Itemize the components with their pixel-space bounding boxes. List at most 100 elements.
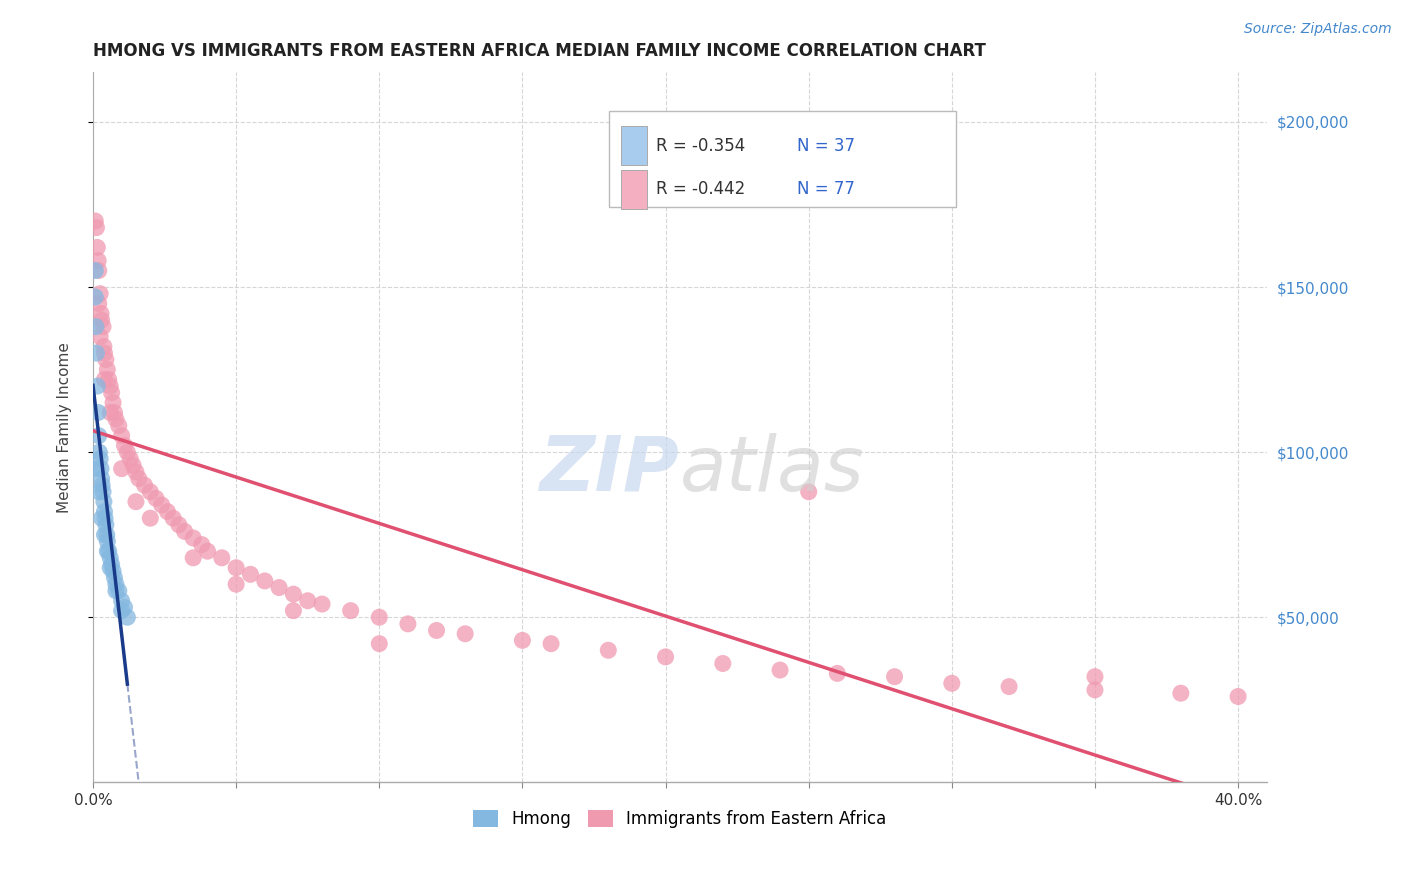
Point [125, 465, 148, 479]
Point [654, 649, 676, 664]
Point [114, 438, 136, 452]
Bar [621, 169, 647, 209]
Point [94, 352, 117, 367]
Point [253, 574, 276, 588]
Point [103, 571, 125, 585]
Point [827, 666, 849, 681]
Point [239, 567, 262, 582]
Point [797, 484, 820, 499]
Point [101, 395, 124, 409]
Point [90, 461, 112, 475]
Point [125, 494, 148, 508]
Point [368, 637, 391, 651]
Point [311, 597, 333, 611]
Point [100, 385, 122, 400]
Point [120, 451, 142, 466]
Point [90, 313, 112, 327]
Point [87, 484, 110, 499]
Point [181, 550, 204, 565]
Point [94, 511, 117, 525]
Point [598, 643, 620, 657]
Point [87, 428, 110, 442]
Point [1084, 682, 1107, 697]
Point [93, 505, 115, 519]
Point [90, 306, 112, 320]
Y-axis label: Median Family Income: Median Family Income [58, 342, 72, 513]
Point [98, 405, 121, 419]
Point [93, 372, 115, 386]
Point [122, 458, 145, 473]
Point [94, 517, 117, 532]
Point [104, 583, 127, 598]
Point [103, 405, 125, 419]
Point [396, 616, 419, 631]
Point [107, 418, 129, 433]
Point [145, 491, 167, 506]
Point [104, 412, 127, 426]
Point [167, 517, 190, 532]
Point [84, 214, 107, 228]
Bar [621, 127, 647, 165]
Point [111, 604, 134, 618]
Point [84, 290, 107, 304]
Point [769, 663, 792, 677]
Point [104, 577, 127, 591]
Point [1170, 686, 1192, 700]
Point [91, 478, 114, 492]
Point [297, 593, 319, 607]
Point [96, 544, 118, 558]
Point [941, 676, 963, 690]
Point [111, 428, 134, 442]
Point [93, 527, 115, 541]
Point [111, 593, 134, 607]
Text: Source: ZipAtlas.com: Source: ZipAtlas.com [1244, 22, 1392, 37]
Point [91, 484, 114, 499]
Point [162, 511, 184, 525]
Point [86, 461, 108, 475]
Point [512, 633, 534, 648]
Text: ZIP: ZIP [540, 433, 681, 507]
Point [90, 472, 112, 486]
Point [84, 319, 107, 334]
FancyBboxPatch shape [609, 112, 956, 207]
Point [87, 263, 110, 277]
Point [117, 445, 139, 459]
Point [134, 478, 156, 492]
Point [540, 637, 562, 651]
Point [139, 511, 162, 525]
Point [128, 472, 150, 486]
Point [89, 445, 111, 459]
Point [283, 604, 305, 618]
Point [97, 544, 120, 558]
Point [93, 494, 115, 508]
Point [150, 498, 173, 512]
Text: R = -0.354: R = -0.354 [657, 136, 745, 155]
Point [225, 577, 247, 591]
Point [339, 604, 361, 618]
Point [114, 600, 136, 615]
Point [89, 451, 111, 466]
Point [156, 505, 179, 519]
Point [368, 610, 391, 624]
Text: R = -0.442: R = -0.442 [657, 180, 745, 198]
Point [425, 624, 447, 638]
Point [89, 286, 111, 301]
Point [998, 680, 1021, 694]
Point [98, 379, 121, 393]
Point [86, 240, 108, 254]
Point [181, 531, 204, 545]
Text: atlas: atlas [681, 433, 865, 507]
Point [100, 558, 122, 572]
Text: HMONG VS IMMIGRANTS FROM EASTERN AFRICA MEDIAN FAMILY INCOME CORRELATION CHART: HMONG VS IMMIGRANTS FROM EASTERN AFRICA … [93, 42, 986, 60]
Point [96, 527, 118, 541]
Point [1227, 690, 1250, 704]
Point [267, 581, 290, 595]
Legend: Hmong, Immigrants from Eastern Africa: Hmong, Immigrants from Eastern Africa [467, 803, 893, 834]
Point [101, 564, 124, 578]
Point [93, 339, 115, 353]
Point [91, 319, 114, 334]
Point [89, 329, 111, 343]
Point [98, 550, 121, 565]
Point [98, 560, 121, 574]
Point [107, 583, 129, 598]
